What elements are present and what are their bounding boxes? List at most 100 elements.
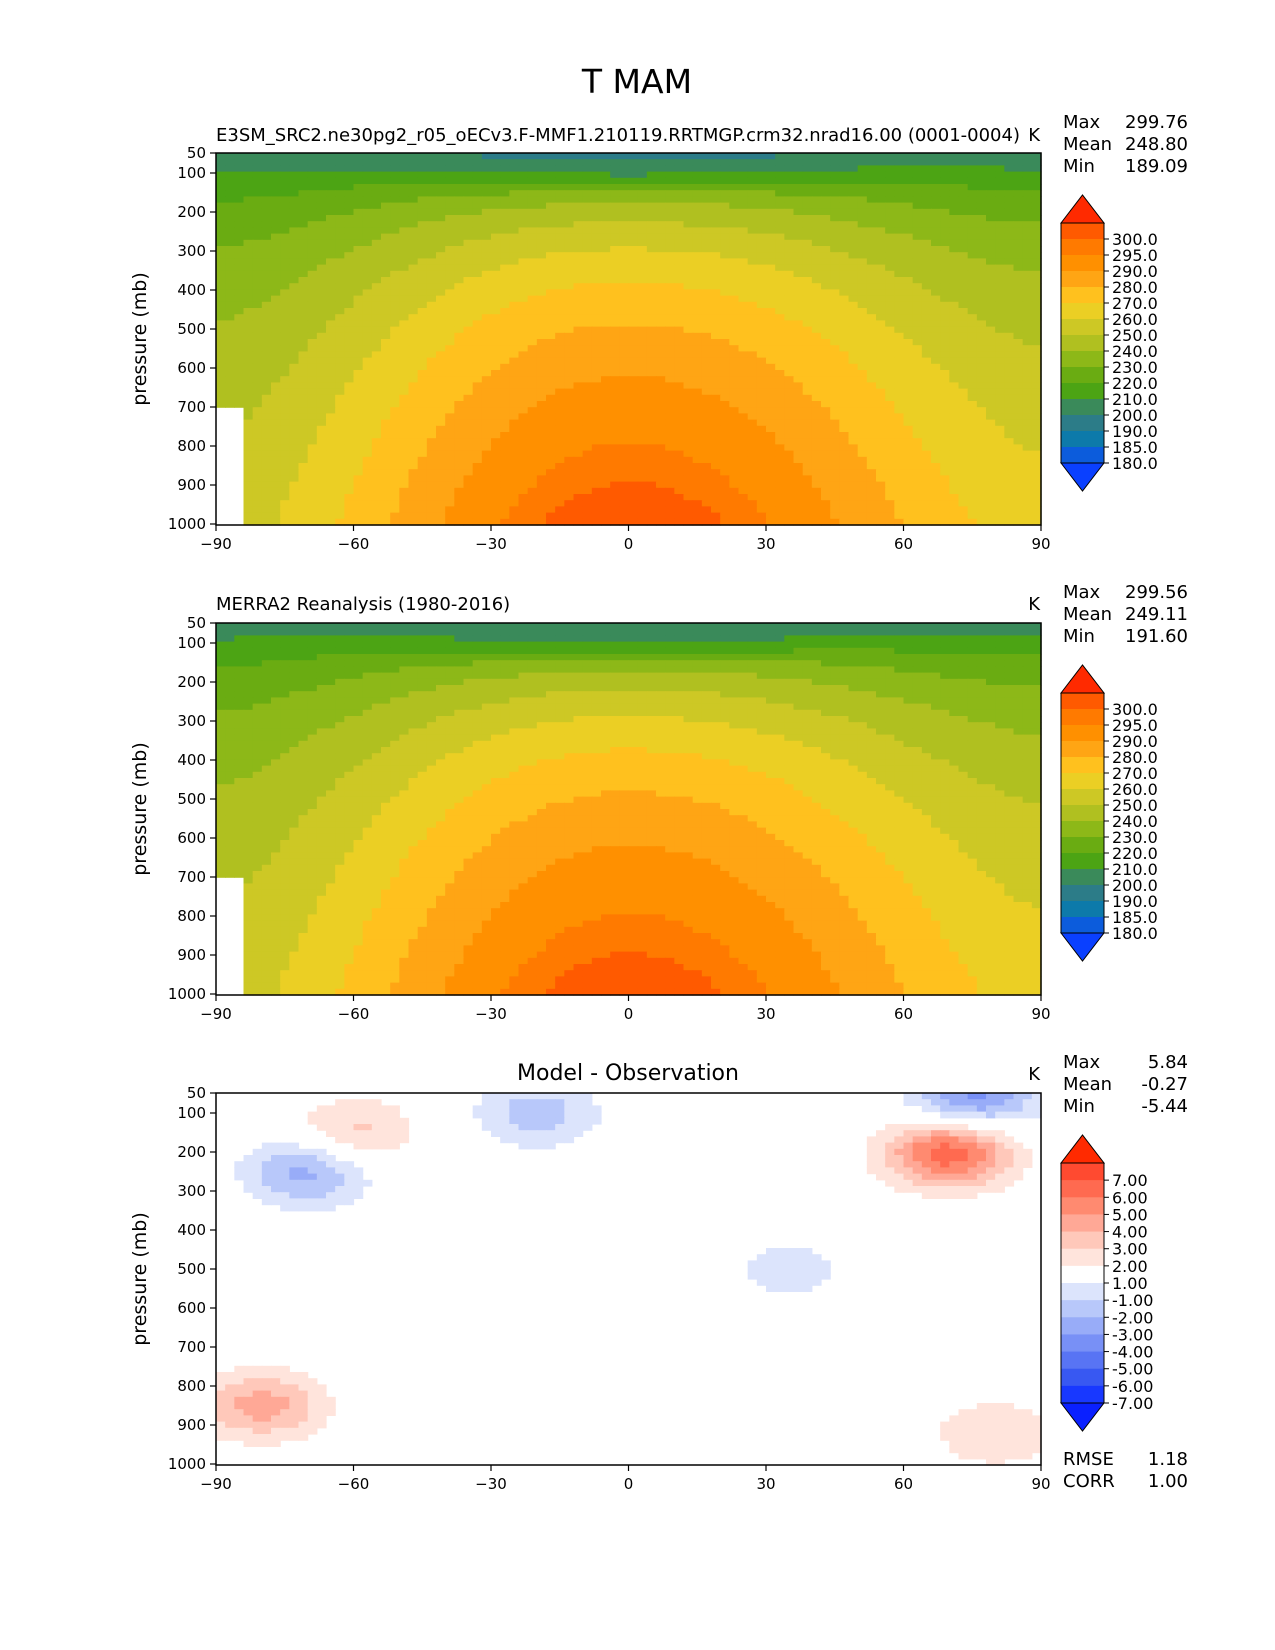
contour-cell	[271, 239, 281, 247]
contour-cell	[674, 326, 685, 334]
contour-cell	[720, 190, 730, 197]
contour-cell	[775, 190, 785, 197]
contour-cell	[857, 289, 868, 297]
contour-cell	[362, 208, 373, 216]
contour-cell	[491, 413, 501, 421]
contour-cell	[536, 227, 547, 235]
contour-cell	[399, 432, 410, 439]
contour-cell	[536, 295, 547, 303]
contour-cell	[518, 487, 529, 495]
contour-cell	[885, 171, 895, 179]
contour-cell	[619, 221, 630, 228]
contour-cell	[986, 463, 996, 470]
contour-cell	[381, 227, 391, 235]
contour-cell	[225, 345, 235, 352]
contour-cell	[399, 177, 410, 185]
contour-cell	[995, 295, 1005, 303]
contour-cell	[390, 419, 400, 427]
contour-cell	[619, 239, 630, 247]
contour-cell	[665, 159, 675, 166]
contour-cell	[775, 450, 785, 458]
contour-cell	[601, 177, 611, 185]
contour-cell	[243, 450, 254, 458]
contour-cell	[976, 438, 987, 445]
contour-cell	[683, 419, 694, 427]
contour-cell	[756, 475, 767, 483]
contour-cell	[894, 202, 905, 210]
contour-cell	[665, 469, 675, 476]
contour-cell	[665, 227, 675, 235]
contour-cell	[610, 153, 620, 160]
contour-cell	[491, 301, 501, 309]
contour-cell	[271, 469, 281, 476]
contour-cell	[885, 190, 895, 197]
contour-cell	[747, 215, 758, 222]
contour-cell	[775, 196, 785, 204]
contour-cell	[591, 283, 602, 290]
contour-cell	[738, 184, 749, 191]
contour-cell	[454, 177, 465, 185]
contour-cell	[491, 363, 501, 371]
contour-cell	[491, 270, 501, 278]
contour-cell	[234, 246, 245, 253]
contour-cell	[426, 159, 437, 166]
contour-cell	[316, 432, 327, 439]
contour-cell	[381, 407, 391, 414]
contour-cell	[271, 264, 281, 272]
contour-cell	[326, 326, 336, 334]
contour-cell	[564, 227, 575, 235]
contour-cell	[362, 345, 373, 352]
contour-cell	[280, 401, 290, 408]
contour-cell	[876, 326, 886, 334]
contour-cell	[949, 339, 960, 346]
contour-cell	[940, 270, 950, 278]
contour-cell	[307, 177, 318, 185]
contour-cell	[289, 295, 300, 303]
contour-cell	[289, 301, 300, 309]
contour-cell	[500, 165, 510, 173]
contour-cell	[848, 184, 859, 191]
contour-cell	[289, 363, 300, 371]
contour-cell	[646, 469, 657, 476]
contour-cell	[436, 419, 446, 427]
contour-cell	[564, 208, 575, 216]
contour-cell	[252, 295, 263, 303]
contour-cell	[454, 239, 465, 247]
contour-cell	[729, 370, 740, 377]
contour-cell	[289, 376, 300, 383]
contour-cell	[371, 401, 382, 408]
contour-cell	[454, 388, 465, 396]
contour-cell	[445, 419, 455, 427]
contour-cell	[885, 444, 895, 452]
contour-cell	[756, 295, 767, 303]
contour-cell	[527, 289, 538, 297]
contour-cell	[628, 208, 639, 216]
contour-cell	[610, 469, 620, 476]
contour-cell	[445, 252, 455, 259]
contour-cell	[756, 184, 767, 191]
contour-cell	[573, 487, 584, 495]
contour-cell	[362, 246, 373, 253]
contour-cell	[940, 376, 950, 383]
contour-cell	[738, 394, 749, 402]
contour-cell	[298, 289, 309, 297]
contour-cell	[692, 308, 703, 315]
contour-cell	[976, 425, 987, 433]
contour-cell	[371, 320, 382, 328]
contour-cell	[729, 339, 740, 346]
contour-cell	[1031, 419, 1042, 427]
contour-cell	[216, 394, 226, 402]
contour-cell	[692, 332, 703, 340]
contour-cell	[683, 221, 694, 228]
contour-cell	[793, 345, 804, 352]
contour-cell	[821, 177, 831, 185]
contour-cell	[335, 463, 345, 470]
contour-cell	[408, 153, 419, 160]
contour-cell	[967, 227, 978, 235]
contour-cell	[665, 308, 675, 315]
contour-cell	[601, 363, 611, 371]
contour-cell	[986, 425, 996, 433]
contour-cell	[747, 413, 758, 421]
contour-cell	[344, 233, 355, 241]
contour-cell	[885, 227, 895, 235]
